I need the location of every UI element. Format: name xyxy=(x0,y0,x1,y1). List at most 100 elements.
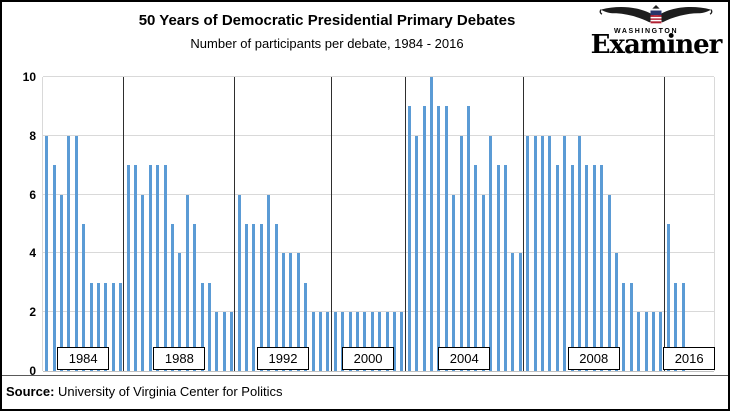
bar xyxy=(570,165,574,371)
bar xyxy=(304,282,308,371)
bar xyxy=(607,194,611,371)
bar xyxy=(563,135,567,371)
bar xyxy=(666,224,670,371)
bar xyxy=(481,194,485,371)
bar xyxy=(274,224,278,371)
bar xyxy=(540,135,544,371)
y-tick-label: 8 xyxy=(29,128,36,143)
source-label: Source: xyxy=(6,384,55,399)
y-tick-label: 10 xyxy=(22,70,36,84)
year-section-2004: 2004 xyxy=(406,77,524,371)
bar xyxy=(466,106,470,371)
bar xyxy=(289,253,293,371)
bar xyxy=(622,282,626,371)
bar xyxy=(156,165,160,371)
bar xyxy=(600,165,604,371)
gridline xyxy=(43,311,714,313)
bar xyxy=(222,312,226,371)
bar xyxy=(629,282,633,371)
source-line: Source: University of Virginia Center fo… xyxy=(2,375,728,409)
year-label-box: 2004 xyxy=(438,347,491,370)
bar xyxy=(348,312,352,371)
year-section-2016: 2016 xyxy=(663,77,716,371)
bar xyxy=(429,77,433,371)
bar xyxy=(67,135,71,371)
year-section-2008: 2008 xyxy=(524,77,665,371)
bar xyxy=(533,135,537,371)
year-label-box: 2000 xyxy=(342,347,395,370)
bar xyxy=(496,165,500,371)
bar xyxy=(659,312,663,371)
bar xyxy=(555,165,559,371)
x-axis-line xyxy=(43,371,714,372)
bar-sections: 1984 1988 1992 2000 2004 2008 2016 xyxy=(43,77,716,371)
bar xyxy=(207,282,211,371)
bar xyxy=(422,106,426,371)
bar xyxy=(326,312,330,371)
y-tick-label: 4 xyxy=(29,246,36,261)
bar xyxy=(577,135,581,371)
bar xyxy=(170,224,174,371)
year-label-box: 2008 xyxy=(567,347,620,370)
bar xyxy=(318,312,322,371)
logo-kicker: WASHINGTON xyxy=(614,28,679,35)
bar xyxy=(200,282,204,371)
chart-header: 50 Years of Democratic Presidential Prim… xyxy=(42,11,612,53)
bar xyxy=(355,312,359,371)
bar xyxy=(281,253,285,371)
bar xyxy=(489,135,493,371)
bar xyxy=(244,224,248,371)
bar xyxy=(119,282,123,371)
bar xyxy=(614,253,618,371)
bar xyxy=(333,312,337,371)
bar xyxy=(474,165,478,371)
chart-title: 50 Years of Democratic Presidential Prim… xyxy=(138,12,516,29)
y-tick-label: 6 xyxy=(29,187,36,202)
bar xyxy=(378,312,382,371)
bar xyxy=(459,135,463,371)
year-section-1984: 1984 xyxy=(43,77,125,371)
plot-area: 1984 1988 1992 2000 2004 2008 2016 xyxy=(42,76,716,372)
bar xyxy=(415,135,419,371)
eagle-icon xyxy=(592,5,720,31)
bar xyxy=(385,312,389,371)
bar xyxy=(82,224,86,371)
bar xyxy=(97,282,100,371)
bar xyxy=(400,312,404,371)
bar xyxy=(111,282,115,371)
bar xyxy=(407,106,411,371)
gridline xyxy=(43,134,714,136)
washington-examiner-logo: WASHINGTON Examiner xyxy=(590,5,722,58)
bar xyxy=(437,106,441,371)
bar xyxy=(259,224,263,371)
bar xyxy=(452,194,456,371)
gridline xyxy=(43,252,714,254)
bar xyxy=(185,194,189,371)
year-label-box: 1988 xyxy=(153,347,206,370)
gridline xyxy=(43,193,714,195)
bar xyxy=(74,135,78,371)
bar xyxy=(104,282,108,371)
bar xyxy=(592,165,596,371)
y-tick-label: 2 xyxy=(29,305,36,320)
bar xyxy=(444,106,448,371)
bar xyxy=(52,165,56,371)
bar xyxy=(215,312,219,371)
bar xyxy=(511,253,515,371)
bar xyxy=(644,312,648,371)
bar xyxy=(341,312,345,371)
bar xyxy=(163,165,167,371)
bar xyxy=(60,194,63,371)
source-text: University of Virginia Center for Politi… xyxy=(54,384,283,399)
bar xyxy=(193,224,197,371)
bar xyxy=(526,135,530,371)
bar xyxy=(651,312,655,371)
bar xyxy=(252,224,256,371)
bar xyxy=(681,282,685,371)
year-label-box: 1984 xyxy=(57,347,110,370)
bar xyxy=(363,312,367,371)
bar xyxy=(585,165,589,371)
bar xyxy=(126,165,130,371)
y-tick-label: 0 xyxy=(29,364,36,378)
